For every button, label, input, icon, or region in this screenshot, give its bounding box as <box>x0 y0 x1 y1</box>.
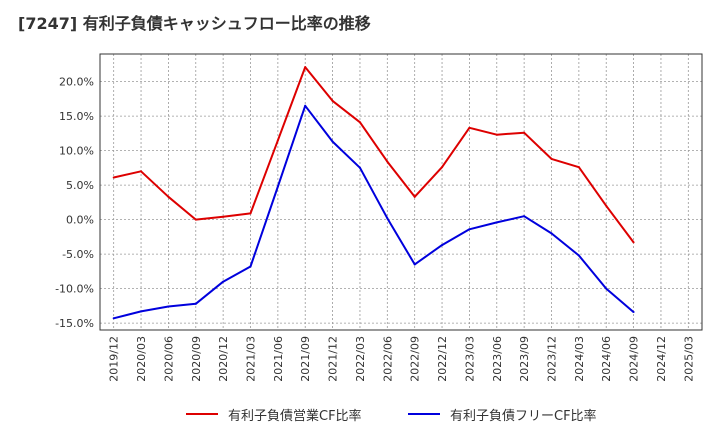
data-point <box>386 217 389 220</box>
data-point <box>386 160 389 163</box>
data-point <box>468 126 471 129</box>
x-tick-label: 2021/09 <box>299 336 312 382</box>
x-tick-label: 2020/12 <box>217 336 230 382</box>
data-point <box>550 157 553 160</box>
data-point <box>523 215 526 218</box>
data-point <box>441 244 444 247</box>
y-tick-label: -15.0% <box>55 317 94 330</box>
x-tick-label: 2022/03 <box>354 336 367 382</box>
legend-swatch-blue <box>408 413 440 415</box>
data-point <box>413 195 416 198</box>
y-tick-label: 5.0% <box>66 179 94 192</box>
data-point <box>413 263 416 266</box>
data-point <box>495 221 498 224</box>
data-point <box>577 166 580 169</box>
data-point <box>167 305 170 308</box>
data-point <box>194 218 197 221</box>
x-tick-label: 2021/03 <box>245 336 258 382</box>
data-point <box>249 212 252 215</box>
data-point <box>276 185 279 188</box>
data-point <box>331 99 334 102</box>
x-tick-label: 2025/03 <box>682 336 695 382</box>
data-point <box>523 131 526 134</box>
legend-swatch-red <box>186 413 218 415</box>
x-axis-ticks: 2019/12 2020/03 2020/06 2020/09 2020/12 2021/… <box>108 336 696 382</box>
y-tick-label: -10.0% <box>55 283 94 296</box>
legend-label-free-cf: 有利子負債フリーCF比率 <box>450 408 597 424</box>
data-point <box>194 302 197 305</box>
x-tick-label: 2023/03 <box>463 336 476 382</box>
x-tick-label: 2021/06 <box>272 336 285 382</box>
series-line-0 <box>113 66 635 243</box>
data-point <box>495 133 498 136</box>
data-point <box>112 176 115 179</box>
data-point <box>550 232 553 235</box>
grid-lines <box>100 54 702 330</box>
legend-item-operating-cf: 有利子負債営業CF比率 <box>186 402 362 426</box>
data-point <box>140 310 143 313</box>
data-point <box>605 204 608 207</box>
y-tick-label: 20.0% <box>59 76 94 89</box>
y-tick-label: 10.0% <box>59 145 94 158</box>
x-tick-label: 2022/12 <box>436 336 449 382</box>
data-point <box>222 215 225 218</box>
x-tick-label: 2020/03 <box>135 336 148 382</box>
x-tick-label: 2021/12 <box>327 336 340 382</box>
x-tick-label: 2020/09 <box>190 336 203 382</box>
series-lines <box>112 66 635 320</box>
x-tick-label: 2024/03 <box>573 336 586 382</box>
data-point <box>140 170 143 173</box>
data-point <box>632 311 635 314</box>
x-tick-label: 2024/09 <box>628 336 641 382</box>
x-tick-label: 2022/09 <box>409 336 422 382</box>
x-tick-label: 2024/12 <box>655 336 668 382</box>
data-point <box>112 317 115 320</box>
x-tick-label: 2022/06 <box>381 336 394 382</box>
x-tick-label: 2020/06 <box>162 336 175 382</box>
data-point <box>358 121 361 124</box>
data-point <box>304 66 307 69</box>
chart-title: [7247] 有利子負債キャッシュフロー比率の推移 <box>18 14 371 33</box>
data-point <box>358 166 361 169</box>
data-point <box>304 104 307 107</box>
plot-border <box>99 53 703 331</box>
data-point <box>222 280 225 283</box>
x-tick-label: 2023/12 <box>546 336 559 382</box>
x-tick-label: 2024/06 <box>600 336 613 382</box>
data-point <box>167 195 170 198</box>
data-point <box>276 139 279 142</box>
legend: 有利子負債営業CF比率 有利子負債フリーCF比率 <box>0 402 720 426</box>
y-tick-label: -5.0% <box>62 248 94 261</box>
x-tick-label: 2023/09 <box>518 336 531 382</box>
legend-label-operating-cf: 有利子負債営業CF比率 <box>228 408 362 424</box>
y-axis-ticks: 20.0% 15.0% 10.0% 5.0% 0.0% -5.0% -10.0% -15.0% <box>55 76 94 331</box>
data-point <box>577 254 580 257</box>
legend-item-free-cf: 有利子負債フリーCF比率 <box>408 402 597 426</box>
x-tick-label: 2019/12 <box>108 336 121 382</box>
y-tick-label: 0.0% <box>66 214 94 227</box>
series-line-1 <box>113 104 635 320</box>
data-point <box>605 287 608 290</box>
data-point <box>441 166 444 169</box>
y-tick-label: 15.0% <box>59 110 94 123</box>
data-point <box>632 241 635 244</box>
data-point <box>331 140 334 143</box>
data-point <box>468 228 471 231</box>
x-tick-label: 2023/06 <box>491 336 504 382</box>
data-point <box>249 265 252 268</box>
